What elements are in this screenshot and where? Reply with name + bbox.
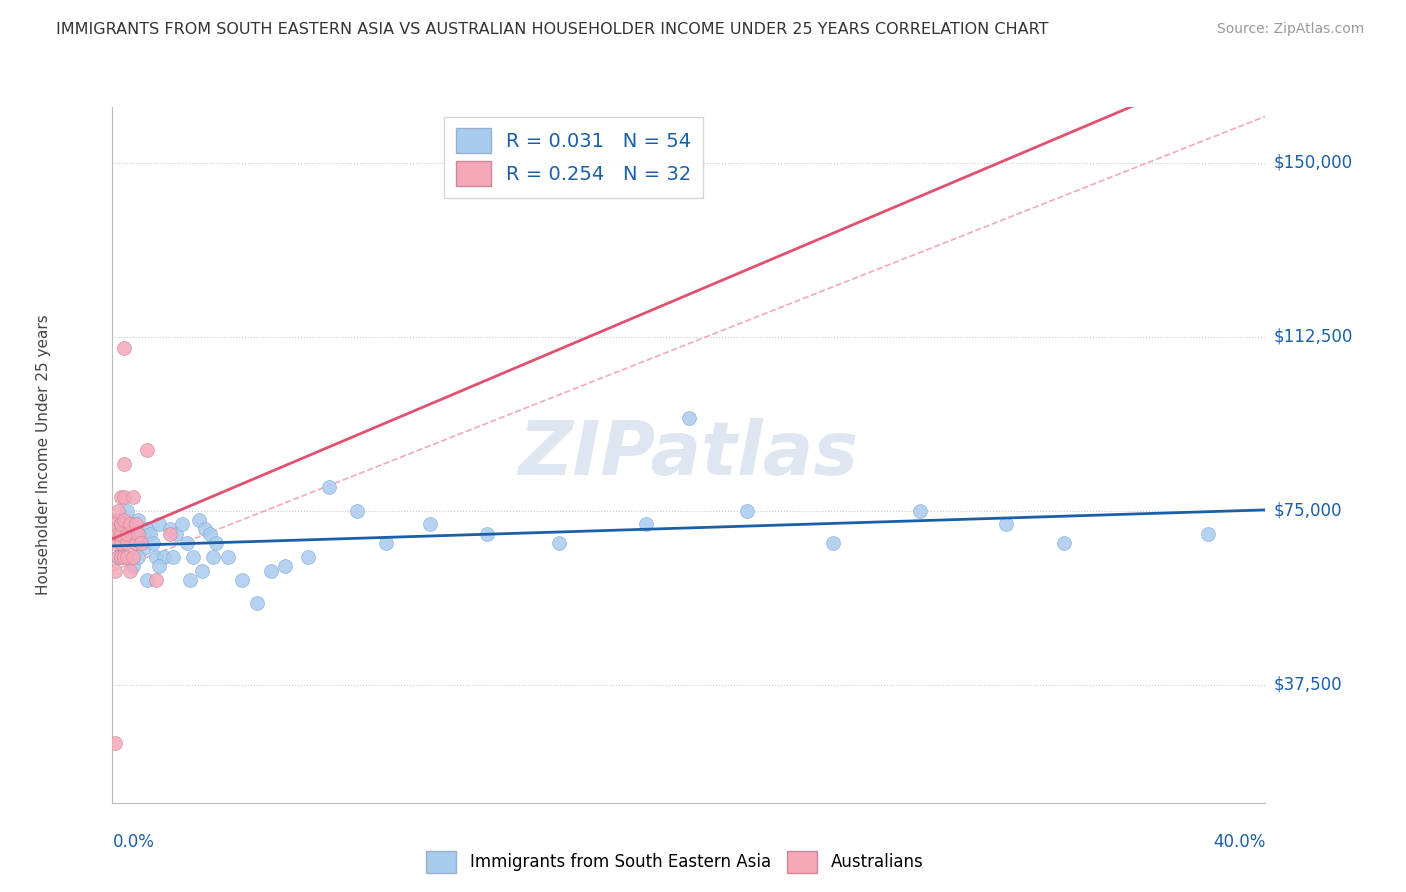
Point — [104, 564, 127, 578]
Point — [115, 503, 138, 517]
Point — [121, 517, 143, 532]
Text: $37,500: $37,500 — [1274, 675, 1343, 693]
Point — [153, 549, 176, 564]
Point — [124, 536, 146, 550]
Point — [145, 549, 167, 564]
Point — [127, 526, 149, 541]
Point — [678, 410, 700, 425]
Point — [134, 541, 156, 555]
Point — [634, 517, 657, 532]
Point — [107, 526, 129, 541]
Point — [136, 573, 159, 587]
Text: Householder Income Under 25 years: Householder Income Under 25 years — [35, 315, 51, 595]
Point — [181, 549, 204, 564]
Text: $112,500: $112,500 — [1274, 327, 1353, 345]
Point — [142, 536, 165, 550]
Point — [129, 536, 153, 550]
Point — [107, 549, 129, 564]
Point — [112, 513, 135, 527]
Point — [202, 549, 225, 564]
Point — [121, 490, 143, 504]
Point — [104, 517, 127, 532]
Point — [205, 536, 228, 550]
Point — [110, 536, 132, 550]
Point — [200, 526, 222, 541]
Point — [115, 549, 138, 564]
Point — [159, 526, 181, 541]
Point — [136, 443, 159, 458]
Text: IMMIGRANTS FROM SOUTH EASTERN ASIA VS AUSTRALIAN HOUSEHOLDER INCOME UNDER 25 YEA: IMMIGRANTS FROM SOUTH EASTERN ASIA VS AU… — [56, 22, 1049, 37]
Point — [115, 536, 138, 550]
Point — [245, 596, 267, 610]
Point — [107, 503, 129, 517]
Point — [162, 549, 184, 564]
Point — [159, 522, 181, 536]
Point — [112, 341, 135, 355]
Point — [346, 503, 368, 517]
Point — [110, 490, 132, 504]
Point — [1052, 536, 1074, 550]
Text: 40.0%: 40.0% — [1213, 833, 1265, 851]
Point — [148, 559, 170, 574]
Point — [136, 522, 159, 536]
Point — [735, 503, 758, 517]
Point — [118, 564, 141, 578]
Text: Source: ZipAtlas.com: Source: ZipAtlas.com — [1216, 22, 1364, 37]
Point — [139, 526, 162, 541]
Point — [297, 549, 319, 564]
Point — [104, 735, 127, 749]
Point — [124, 517, 146, 532]
Point — [548, 536, 571, 550]
Point — [121, 559, 143, 574]
Point — [127, 549, 149, 564]
Point — [121, 549, 143, 564]
Point — [110, 526, 132, 541]
Point — [148, 517, 170, 532]
Point — [908, 503, 931, 517]
Point — [107, 549, 129, 564]
Point — [112, 549, 135, 564]
Point — [1197, 526, 1219, 541]
Point — [995, 517, 1018, 532]
Point — [104, 526, 127, 541]
Point — [118, 517, 141, 532]
Text: $75,000: $75,000 — [1274, 501, 1343, 519]
Point — [127, 513, 149, 527]
Point — [145, 573, 167, 587]
Point — [124, 536, 146, 550]
Point — [107, 513, 129, 527]
Point — [104, 536, 127, 550]
Text: ZIPatlas: ZIPatlas — [519, 418, 859, 491]
Point — [112, 490, 135, 504]
Text: $150,000: $150,000 — [1274, 153, 1353, 171]
Point — [110, 549, 132, 564]
Point — [165, 526, 187, 541]
Text: 0.0%: 0.0% — [112, 833, 155, 851]
Point — [110, 517, 132, 532]
Point — [179, 573, 201, 587]
Point — [118, 526, 141, 541]
Point — [115, 526, 138, 541]
Point — [318, 480, 340, 494]
Point — [231, 573, 253, 587]
Point — [375, 536, 398, 550]
Point — [112, 536, 135, 550]
Point — [188, 513, 211, 527]
Point — [194, 522, 217, 536]
Point — [821, 536, 844, 550]
Point — [176, 536, 198, 550]
Point — [191, 564, 214, 578]
Point — [475, 526, 498, 541]
Point — [217, 549, 239, 564]
Point — [274, 559, 297, 574]
Point — [112, 457, 135, 471]
Point — [110, 517, 132, 532]
Point — [260, 564, 283, 578]
Point — [129, 526, 153, 541]
Point — [170, 517, 193, 532]
Legend: R = 0.031   N = 54, R = 0.254   N = 32: R = 0.031 N = 54, R = 0.254 N = 32 — [444, 117, 703, 198]
Point — [419, 517, 441, 532]
Legend: Immigrants from South Eastern Asia, Australians: Immigrants from South Eastern Asia, Aust… — [419, 845, 931, 880]
